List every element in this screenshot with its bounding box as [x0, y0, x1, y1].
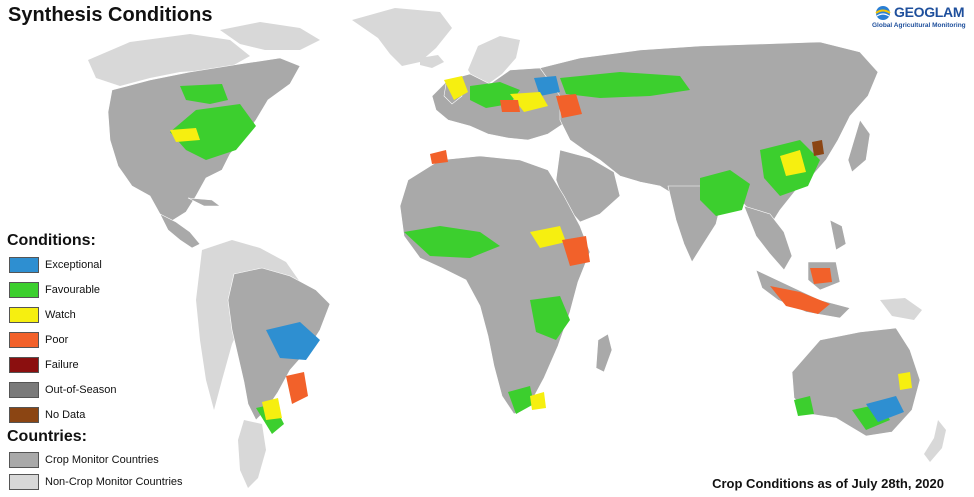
legend-label: No Data	[45, 409, 86, 421]
geoglam-logo: GEOGLAM Global Agricultural Monitoring	[872, 4, 972, 36]
watch-regions	[170, 76, 912, 420]
legend-item-non-crop-monitor-countries: Non-Crop Monitor Countries	[9, 473, 183, 491]
legend-swatch	[9, 257, 39, 273]
favourable-regions	[170, 72, 890, 434]
logo-name: GEOGLAM	[894, 4, 965, 20]
crop-conditions-date: Crop Conditions as of July 28th, 2020	[712, 476, 944, 491]
legend-item-crop-monitor-countries: Crop Monitor Countries	[9, 451, 159, 469]
legend-swatch	[9, 307, 39, 323]
page-title: Synthesis Conditions	[8, 4, 213, 26]
logo-subtitle: Global Agricultural Monitoring	[872, 22, 966, 29]
legend-label: Failure	[45, 359, 79, 371]
legend-item-poor: Poor	[9, 331, 68, 349]
legend-swatch	[9, 452, 39, 468]
no-data-regions	[812, 140, 824, 156]
legend-swatch	[9, 407, 39, 423]
conditions-heading: Conditions:	[7, 232, 96, 249]
legend-swatch	[9, 382, 39, 398]
legend-item-failure: Failure	[9, 356, 79, 374]
legend-item-exceptional: Exceptional	[9, 256, 102, 274]
legend-swatch	[9, 357, 39, 373]
legend-swatch	[9, 332, 39, 348]
legend-label: Watch	[45, 309, 76, 321]
legend-swatch	[9, 282, 39, 298]
legend-label: Crop Monitor Countries	[45, 454, 159, 466]
legend-item-watch: Watch	[9, 306, 76, 324]
legend-label: Favourable	[45, 284, 101, 296]
legend-item-out-of-season: Out-of-Season	[9, 381, 117, 399]
legend-item-no-data: No Data	[9, 406, 85, 424]
legend-label: Exceptional	[45, 259, 102, 271]
countries-heading: Countries:	[7, 428, 87, 445]
legend-label: Non-Crop Monitor Countries	[45, 476, 183, 488]
globe-icon	[875, 6, 891, 20]
legend-label: Poor	[45, 334, 69, 346]
legend-swatch	[9, 474, 39, 490]
legend-item-favourable: Favourable	[9, 281, 100, 299]
poor-regions	[286, 94, 832, 404]
exceptional-regions	[266, 76, 904, 422]
legend-label: Out-of-Season	[45, 384, 117, 396]
